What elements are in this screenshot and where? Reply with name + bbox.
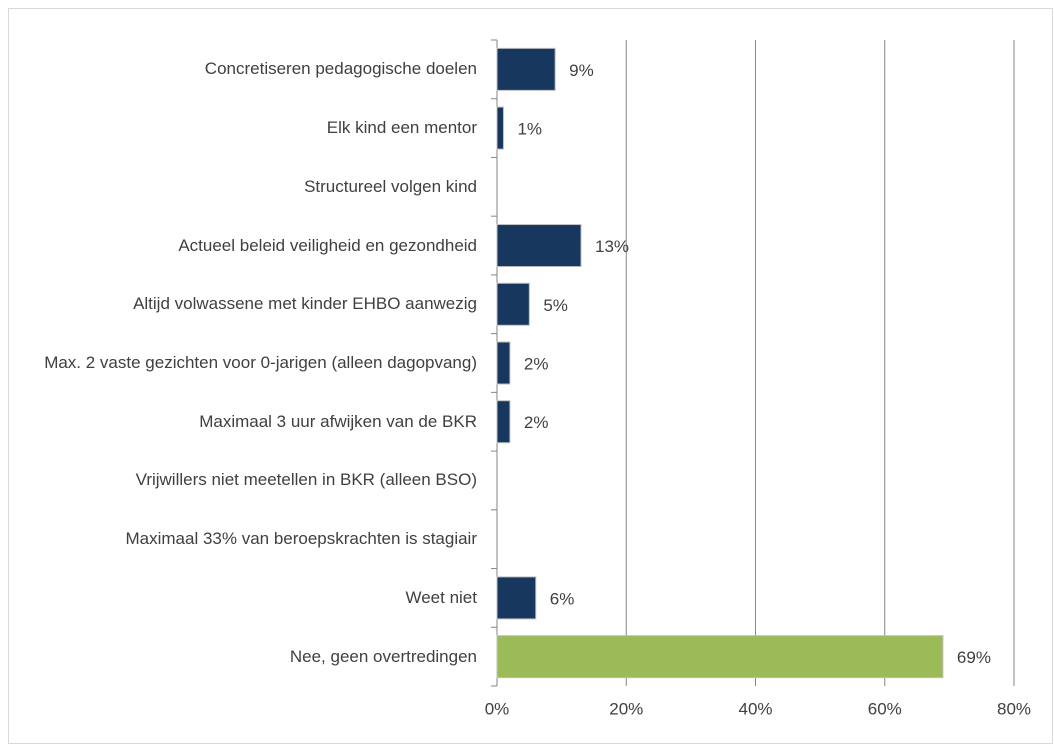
x-tick-label: 80% [997,699,1031,718]
category-label-box: Max. 2 vaste gezichten voor 0-jarigen (a… [7,352,477,374]
y-tick-label: Maximaal 33% van beroepskrachten is stag… [125,529,477,549]
y-tick-label: Max. 2 vaste gezichten voor 0-jarigen (a… [44,353,477,372]
y-tick-label: Vrijwillers niet meetellen in BKR (allee… [135,470,477,490]
value-label: 9% [569,61,594,80]
value-label: 13% [595,237,629,256]
value-label: 69% [957,648,991,667]
category-label-box: Weet niet [7,587,477,609]
bar [496,576,537,620]
y-tick-label: Weet niet [405,587,477,607]
x-tick-label: 60% [868,699,902,718]
y-tick-label: Actueel beleid veiligheid en gezondheid [178,235,477,255]
category-label-box: Maximaal 3 uur afwijken van de BKR [7,411,477,433]
x-tick-label: 40% [738,699,772,718]
value-label: 5% [543,296,568,315]
y-tick-label: Nee, geen overtredingen [289,646,477,666]
bar [496,400,511,444]
category-label-box: Altijd volwassene met kinder EHBO aanwez… [7,293,477,315]
bar [496,106,504,150]
category-label-box: Elk kind een mentor [7,117,477,139]
x-tick-label: 0% [485,699,510,718]
value-label: 1% [517,120,542,139]
bar [496,282,530,326]
category-label-box: Vrijwillers niet meetellen in BKR (allee… [7,469,477,491]
category-label-box: Structureel volgen kind [7,176,477,198]
y-tick-label: Elk kind een mentor [326,118,477,138]
y-tick-label: Maximaal 3 uur afwijken van de BKR [199,411,477,431]
category-label-box: Maximaal 33% van beroepskrachten is stag… [7,528,477,550]
x-tick-label: 20% [609,699,643,718]
value-label: 2% [524,413,549,432]
y-tick-label: Altijd volwassene met kinder EHBO aanwez… [133,294,477,314]
y-tick-label: Concretiseren pedagogische doelen [204,59,477,79]
bar [496,635,944,679]
bar [496,224,582,268]
value-label: 6% [550,589,575,608]
bar [496,341,511,385]
y-tick-label: Structureel volgen kind [304,176,477,196]
category-label-box: Actueel beleid veiligheid en gezondheid [7,235,477,257]
chart-border [8,8,1053,744]
category-label-box: Nee, geen overtredingen [7,646,477,668]
bar [496,47,556,91]
category-label-box: Concretiseren pedagogische doelen [7,58,477,80]
value-label: 2% [524,354,549,373]
